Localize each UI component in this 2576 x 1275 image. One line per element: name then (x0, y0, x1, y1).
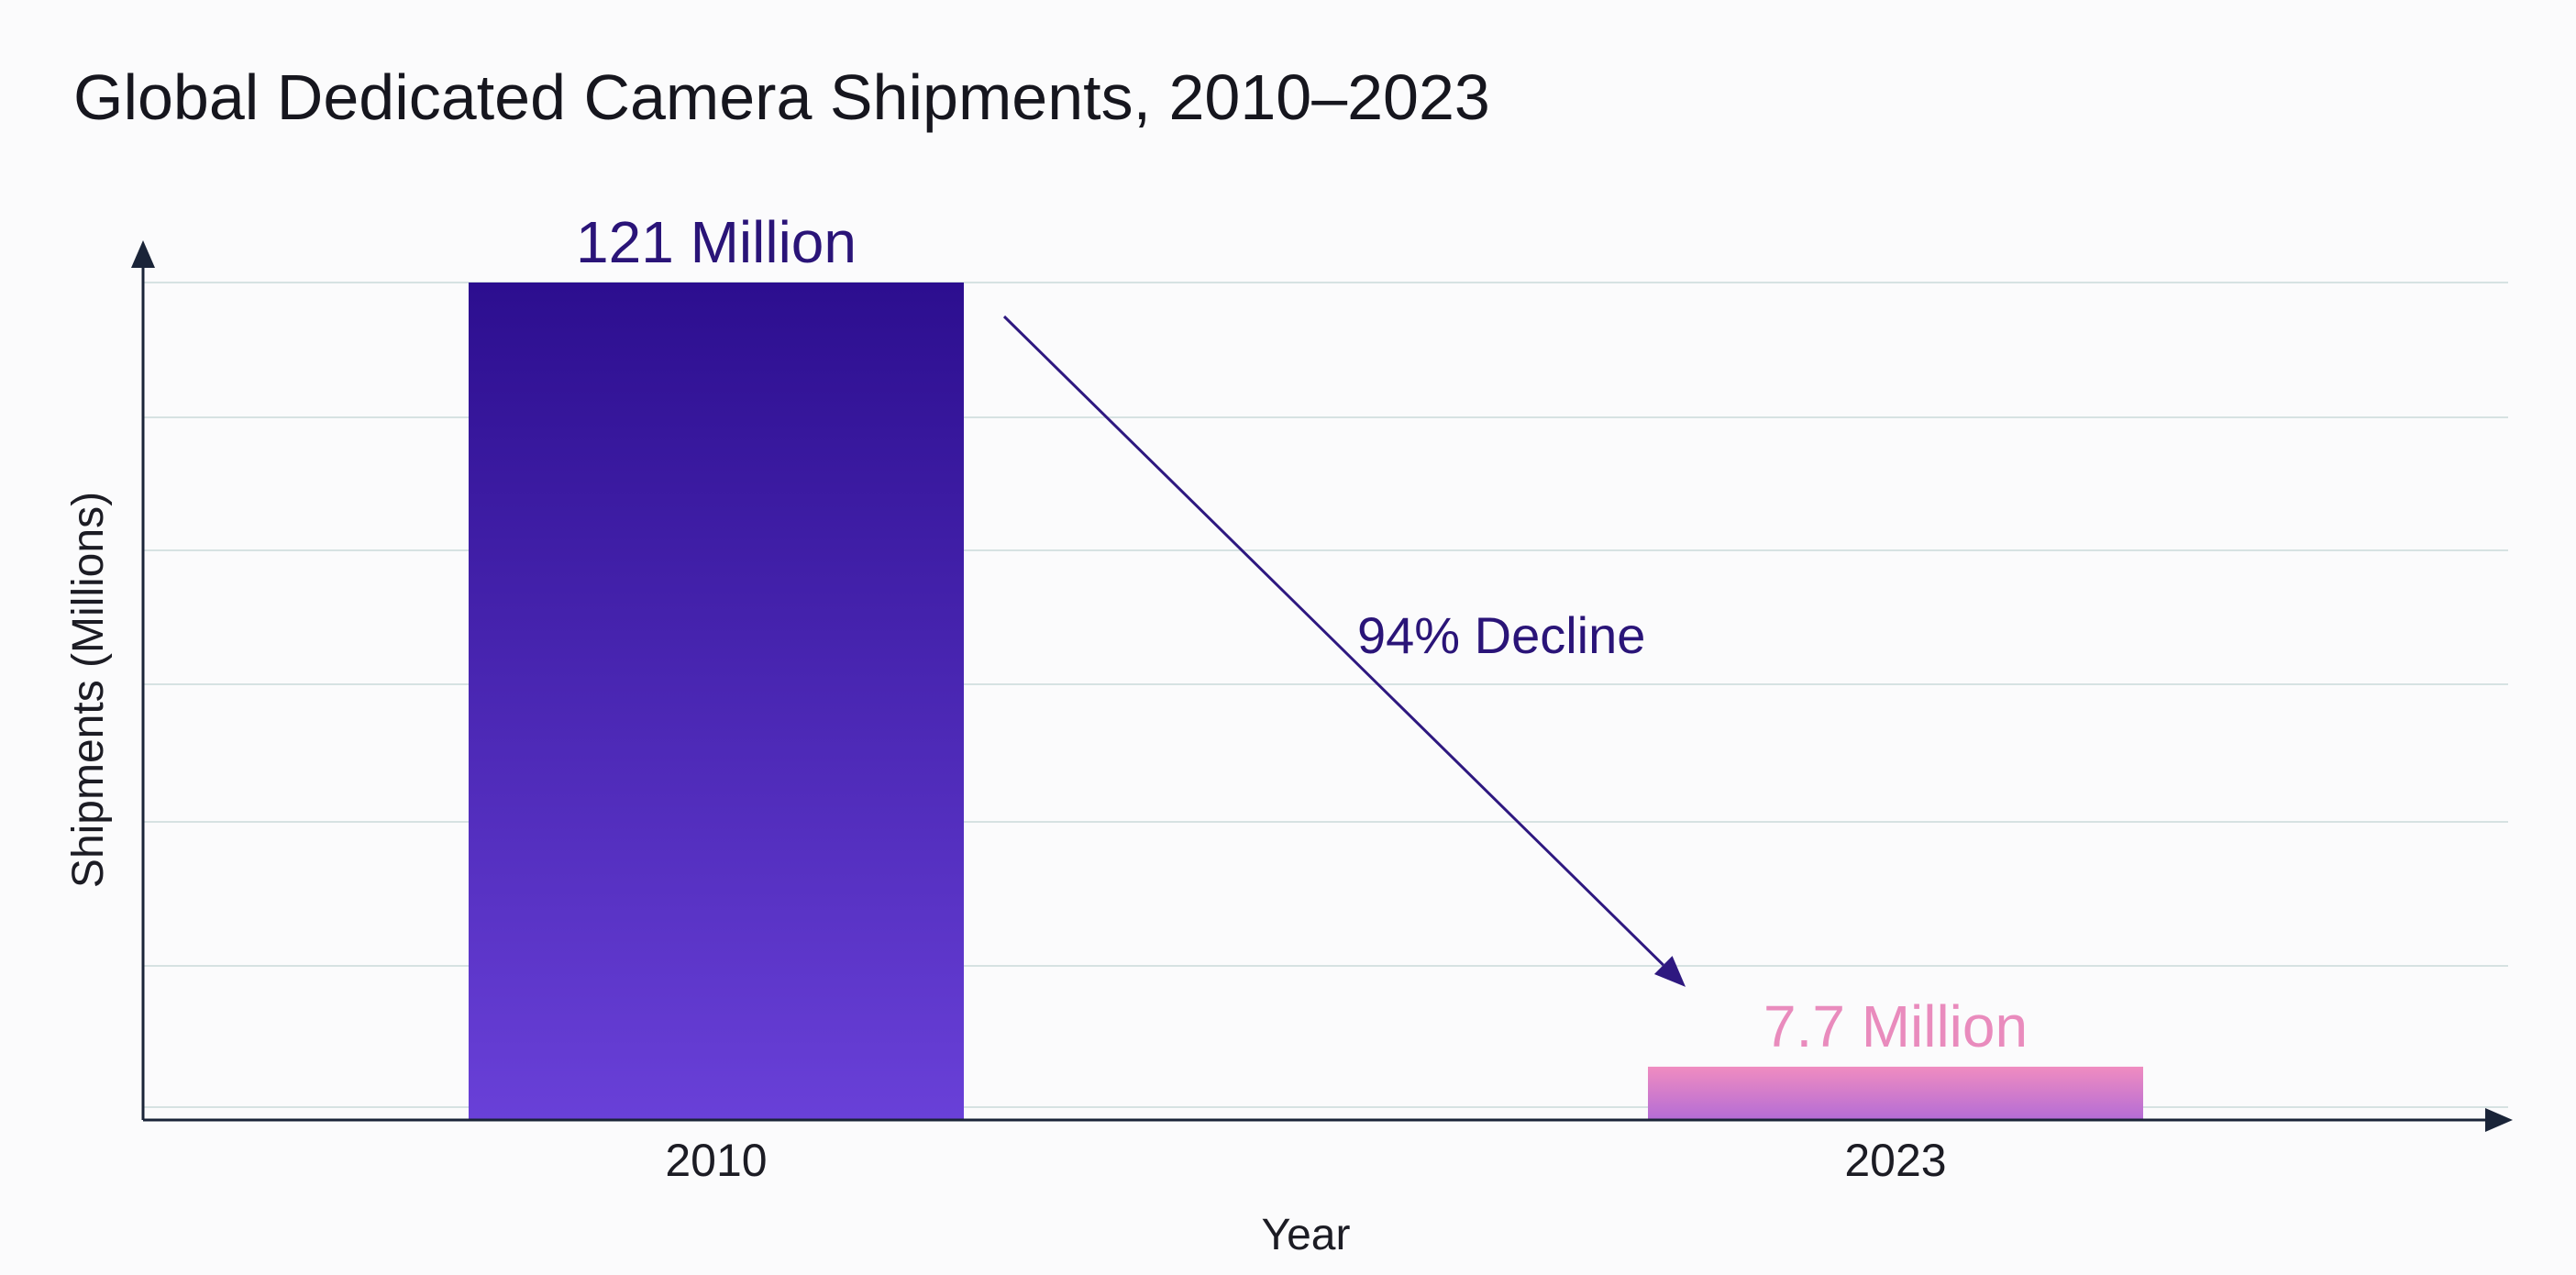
data-labels: 121 Million 7.7 Million (576, 209, 2028, 1059)
decline-annotation: 94% Decline (1357, 606, 1645, 664)
x-tick-2010: 2010 (665, 1135, 767, 1186)
x-tick-labels: 2010 2023 (665, 1135, 1946, 1186)
data-label-2010: 121 Million (576, 209, 857, 275)
y-axis-arrowhead (131, 240, 155, 268)
data-label-2023: 7.7 Million (1763, 993, 2028, 1059)
decline-arrow (1002, 315, 1664, 967)
bar-2010 (469, 283, 964, 1120)
bars (469, 283, 2143, 1120)
x-axis-arrowhead (2485, 1108, 2513, 1132)
x-axis-label: Year (1262, 1211, 1351, 1259)
decline-arrowhead (1653, 956, 1686, 987)
chart-title: Global Dedicated Camera Shipments, 2010–… (73, 61, 1490, 133)
bar-2023 (1648, 1066, 2143, 1120)
x-tick-2023: 2023 (1844, 1135, 1946, 1186)
y-axis-label: Shipments (Millions) (64, 492, 113, 888)
